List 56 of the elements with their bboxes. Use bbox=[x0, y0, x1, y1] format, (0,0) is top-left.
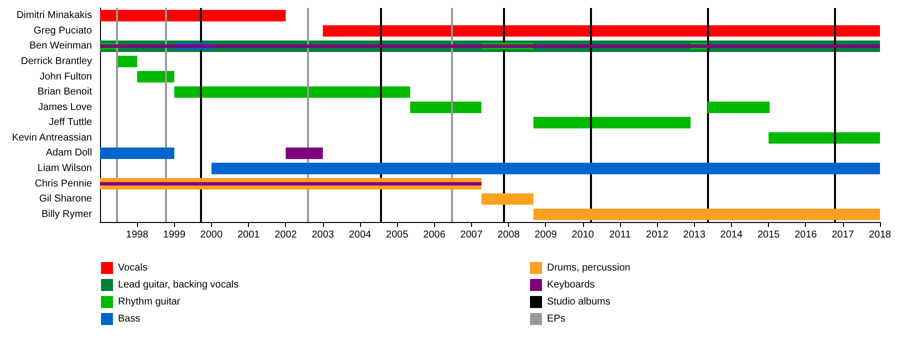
x-tick-label: 1998 bbox=[126, 230, 149, 240]
bar bbox=[322, 25, 880, 37]
x-tick-label: 2004 bbox=[348, 230, 372, 240]
x-tick-label: 2001 bbox=[237, 230, 260, 240]
bar bbox=[768, 132, 880, 144]
legend-label: Drums, percussion bbox=[547, 262, 630, 274]
y-tick-label: James Love bbox=[38, 102, 92, 113]
x-tick-label: 2008 bbox=[497, 230, 520, 240]
y-tick-label: Brian Benoit bbox=[38, 86, 92, 98]
y-tick-label: Kevin Antreassian bbox=[12, 132, 92, 144]
bar bbox=[533, 116, 691, 128]
bar bbox=[410, 102, 482, 114]
legend-label: Rhythm guitar bbox=[118, 296, 181, 308]
y-tick-label: Ben Weinman bbox=[29, 40, 92, 52]
x-tick-label: 2000 bbox=[200, 230, 223, 240]
x-tick-label: 2011 bbox=[609, 230, 632, 240]
x-tick-label: 2013 bbox=[683, 230, 706, 240]
x-tick-label: 2016 bbox=[794, 230, 818, 240]
legend-label: EPs bbox=[547, 314, 566, 324]
x-tick-label: 2003 bbox=[312, 230, 334, 240]
bar bbox=[100, 147, 174, 159]
bar bbox=[481, 193, 534, 205]
y-tick-label: Jeff Tuttle bbox=[48, 117, 92, 128]
y-tick-label: Chris Pennie bbox=[34, 178, 92, 190]
x-tick-label: 2018 bbox=[868, 230, 892, 240]
x-tick-label: 2014 bbox=[720, 230, 743, 240]
x-tick-label: 2009 bbox=[534, 230, 558, 240]
bar bbox=[137, 71, 174, 83]
x-tick-label: 2010 bbox=[572, 230, 594, 240]
x-tick-label: 2005 bbox=[386, 230, 409, 240]
legend-label: Keyboards bbox=[547, 280, 595, 290]
legend-label: Vocals bbox=[118, 262, 148, 274]
bar bbox=[100, 10, 286, 22]
y-tick-label: Liam Wilson bbox=[38, 163, 92, 174]
bar bbox=[100, 182, 482, 186]
y-tick-label: Dimitri Minakakis bbox=[16, 10, 92, 22]
y-tick-label: Adam Doll bbox=[46, 148, 92, 159]
x-tick-label: 2012 bbox=[646, 230, 669, 240]
x-tick-label: 2006 bbox=[423, 230, 446, 240]
y-tick-label: Gil Sharone bbox=[39, 194, 92, 205]
y-tick-label: John Fulton bbox=[40, 71, 92, 82]
bar bbox=[100, 44, 880, 48]
legend-label: Lead guitar, backing vocals bbox=[118, 280, 239, 290]
bar bbox=[174, 86, 410, 98]
y-tick-label: Derrick Brantley bbox=[20, 56, 92, 67]
x-tick-label: 1999 bbox=[163, 230, 186, 240]
y-tick-label: Greg Puciato bbox=[34, 25, 92, 36]
bar bbox=[533, 208, 880, 220]
bar bbox=[211, 162, 880, 174]
legend-label: Bass bbox=[118, 314, 140, 324]
x-tick-label: 2007 bbox=[460, 230, 483, 240]
x-tick-label: 2017 bbox=[832, 230, 854, 240]
x-tick-label: 2002 bbox=[274, 230, 298, 240]
y-tick-label: Billy Rymer bbox=[41, 208, 93, 220]
legend-label: Studio albums bbox=[547, 296, 610, 308]
x-tick-label: 2015 bbox=[757, 230, 780, 240]
